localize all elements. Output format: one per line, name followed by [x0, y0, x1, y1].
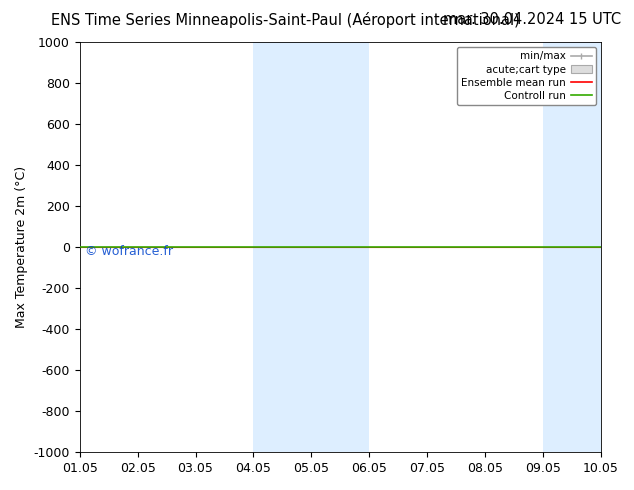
Text: mar. 30.04.2024 15 UTC: mar. 30.04.2024 15 UTC: [443, 12, 621, 27]
Text: ENS Time Series Minneapolis-Saint-Paul (Aéroport international): ENS Time Series Minneapolis-Saint-Paul (…: [51, 12, 519, 28]
Bar: [254, 42, 370, 452]
Y-axis label: Max Temperature 2m (°C): Max Temperature 2m (°C): [15, 166, 28, 328]
Bar: [543, 42, 601, 452]
Legend: min/max, acute;cart type, Ensemble mean run, Controll run: min/max, acute;cart type, Ensemble mean …: [456, 47, 596, 105]
Text: © wofrance.fr: © wofrance.fr: [85, 245, 173, 258]
